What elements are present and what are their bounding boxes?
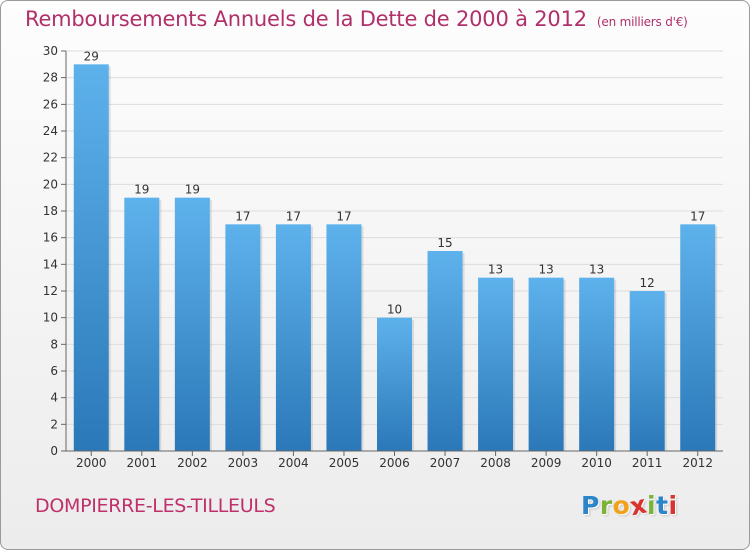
x-tick-label: 2005 [329,456,360,470]
bar [630,291,665,451]
bar [529,278,564,451]
bar [326,224,361,451]
bar-value-label: 15 [437,236,452,250]
y-tick-label: 26 [43,97,58,111]
bar [579,278,614,451]
y-tick-label: 30 [43,44,58,58]
x-tick-label: 2008 [480,456,511,470]
bar [175,198,210,451]
y-tick-label: 8 [50,337,58,351]
y-tick-label: 4 [50,391,58,405]
x-tick-label: 2001 [127,456,158,470]
y-tick-label: 6 [50,364,58,378]
bar [377,318,412,451]
bars: 29 19 19 17 17 17 10 15 13 13 13 12 17 [74,49,717,451]
y-tick-label: 28 [43,71,58,85]
bar-value-label: 17 [690,209,705,223]
y-tick-label: 24 [43,124,58,138]
x-tick-label: 2009 [531,456,562,470]
bar-value-label: 12 [640,276,655,290]
x-tick-label: 2007 [430,456,461,470]
bar [74,64,109,451]
y-tick-label: 12 [43,284,58,298]
logo-letter: i [669,491,678,520]
bar-value-label: 13 [488,263,503,277]
bar [680,224,715,451]
y-tick-label: 18 [43,204,58,218]
commune-name: DOMPIERRE-LES-TILLEULS [35,495,275,517]
logo-letter: t [656,491,668,520]
x-tick-label: 2006 [379,456,410,470]
x-tick-label: 2010 [581,456,612,470]
y-tick-label: 0 [50,444,58,458]
bar-value-label: 13 [589,263,604,277]
x-tick-label: 2000 [76,456,107,470]
logo-letter: P [581,491,600,520]
x-tick-label: 2004 [278,456,309,470]
logo-letter: r [600,491,613,520]
y-tick-label: 2 [50,417,58,431]
bar-value-label: 10 [387,303,402,317]
bar-value-label: 29 [84,49,99,63]
bar [124,198,159,451]
y-tick-label: 10 [43,311,58,325]
bar-value-label: 17 [235,209,250,223]
bar-value-label: 17 [336,209,351,223]
bar [276,224,311,451]
x-tick-label: 2012 [682,456,713,470]
bar-value-label: 19 [134,183,149,197]
bar-value-label: 17 [286,209,301,223]
bar [428,251,463,451]
x-tick-label: 2011 [632,456,663,470]
bar-value-label: 13 [538,263,553,277]
bar [478,278,513,451]
x-tick-label: 2002 [177,456,208,470]
y-tick-label: 16 [43,231,58,245]
bar [225,224,260,451]
proxiti-logo[interactable]: Proxiti [581,491,678,520]
x-tick-label: 2003 [228,456,259,470]
y-tick-label: 20 [43,177,58,191]
y-tick-label: 22 [43,151,58,165]
bar-value-label: 19 [185,183,200,197]
y-tick-label: 14 [43,257,58,271]
